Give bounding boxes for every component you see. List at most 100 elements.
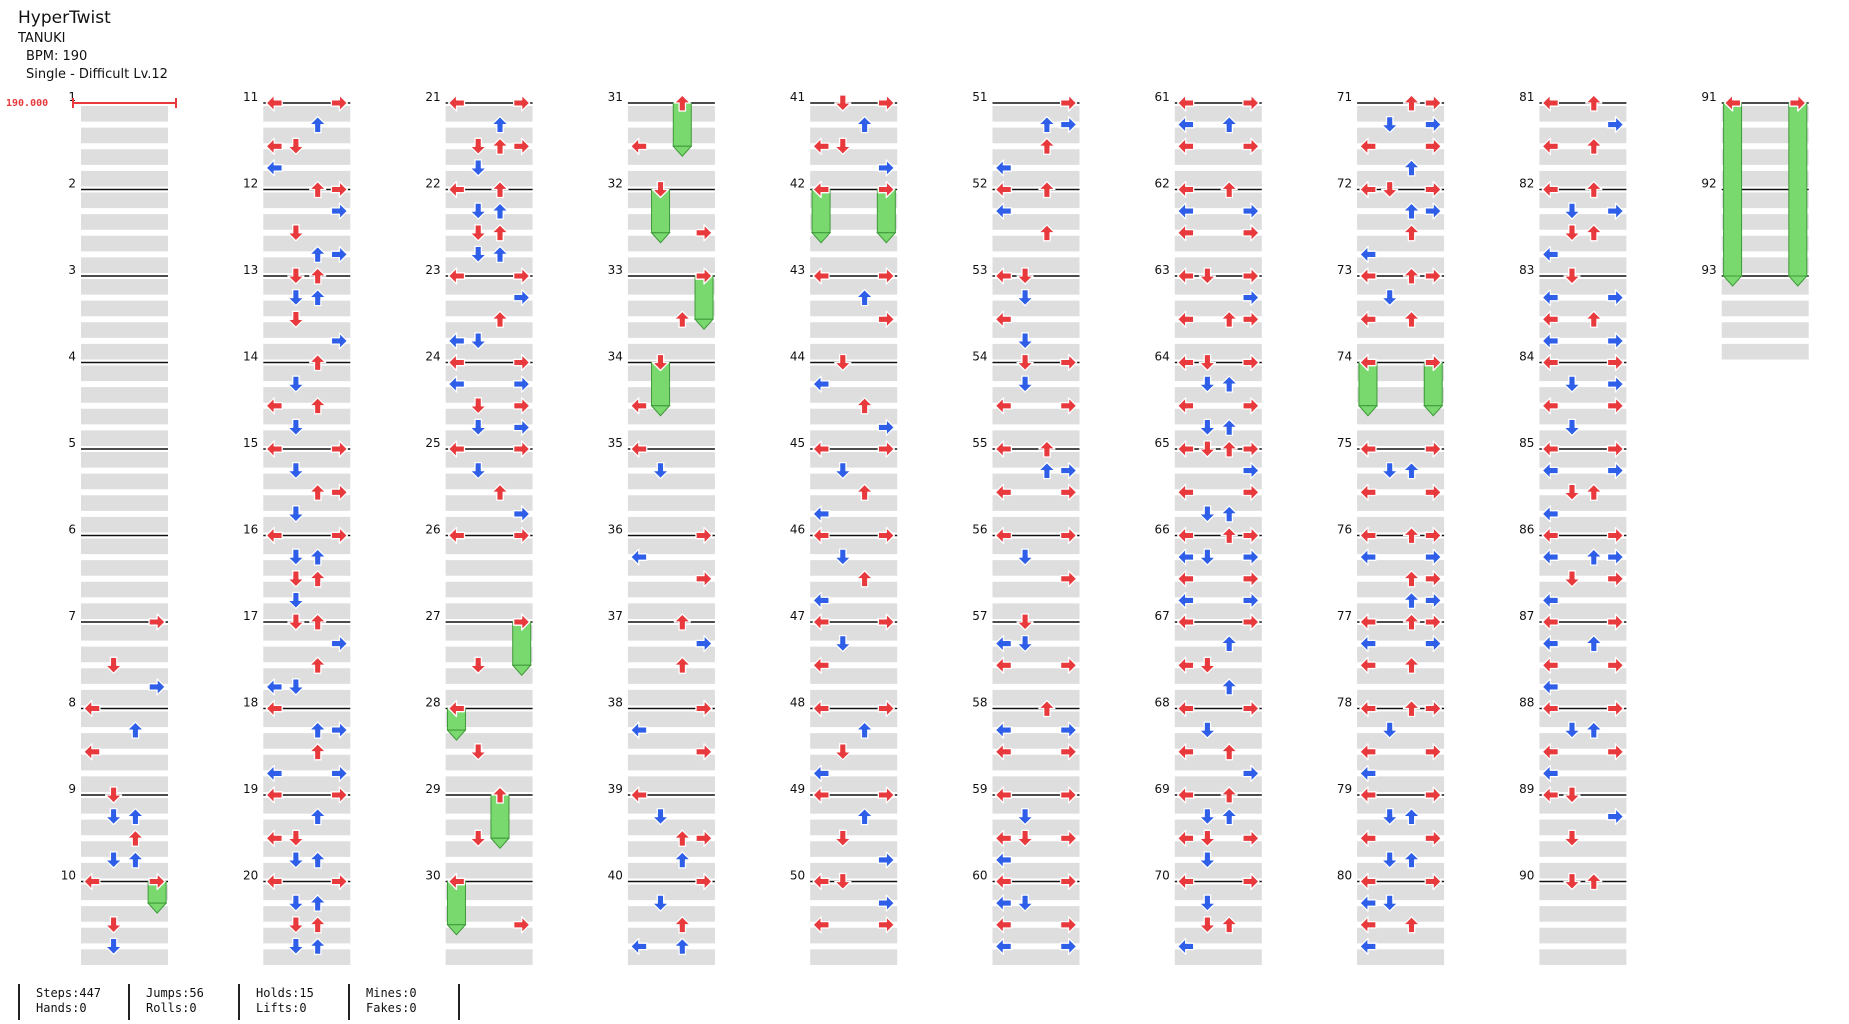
up-arrow-note [491,224,509,242]
left-arrow-note [1359,786,1377,804]
left-arrow-note [812,764,830,783]
beat-band [810,538,898,555]
beat-band [445,214,533,230]
right-arrow-note [513,418,531,437]
right-arrow-note [513,288,531,307]
measure-number: 64 [1155,350,1170,364]
left-arrow-note [1359,483,1377,501]
up-arrow-note [1402,202,1421,220]
beat-band [1539,560,1627,576]
up-arrow-note [309,288,327,307]
down-arrow-note [287,505,305,523]
beat-band [810,300,898,317]
right-arrow-note [695,829,713,847]
beat-band [263,365,351,382]
beat-band [81,819,168,836]
beat-band [1174,862,1262,879]
beat-band [810,106,898,122]
down-arrow-note [1198,894,1217,912]
up-arrow-note [491,202,509,220]
beat-band [1357,538,1445,555]
right-arrow-note [877,440,895,458]
beat-band [992,214,1080,230]
beat-band [810,452,898,468]
up-arrow-note [309,851,327,869]
up-arrow-note [673,656,691,674]
beat-band [627,365,715,382]
right-arrow-note [877,894,895,912]
beat-band [81,495,168,511]
down-arrow-note [104,916,123,934]
down-arrow-note [469,202,487,220]
beat-band [81,473,168,490]
beat-band [627,668,715,684]
right-arrow-note [695,224,713,242]
down-arrow-note [287,310,305,328]
right-arrow-note [1789,94,1807,112]
measure-number: 68 [1155,696,1170,710]
down-arrow-note [104,656,123,674]
down-arrow-note [1198,916,1217,934]
right-arrow-note [330,332,349,350]
beat-band [1539,430,1627,446]
left-arrow-note [812,872,830,891]
beat-band [263,235,351,252]
up-arrow-note [309,548,327,566]
right-arrow-note [330,94,349,112]
beat-band [81,581,168,598]
measure-number: 53 [972,263,987,277]
right-arrow-note [1424,743,1442,761]
beat-band [1357,949,1445,965]
down-arrow-note [469,656,487,674]
left-arrow-note [812,916,830,934]
up-arrow-note [1220,375,1238,393]
right-arrow-note [1059,353,1078,372]
stats-col-mines: Mines:0 Fakes:0 [348,984,458,1020]
left-arrow-note [1359,872,1377,891]
right-arrow-note [1606,526,1625,545]
down-arrow-note [1198,721,1217,739]
beat-band [1174,149,1262,165]
down-arrow-note [1016,288,1034,307]
beat-band [445,927,533,944]
measure-number: 39 [608,782,623,796]
left-arrow-note [1359,743,1377,761]
left-arrow-note [1359,699,1377,718]
beat-band [1174,192,1262,209]
beat-band [992,192,1080,209]
left-arrow-note [630,397,648,415]
left-arrow-note [812,440,830,458]
left-arrow-note [447,699,466,718]
up-arrow-note [309,180,327,199]
beat-band [992,927,1080,944]
beat-band [1539,949,1627,965]
down-arrow-note [1381,894,1399,912]
beat-band [1174,365,1262,382]
left-arrow-note [1359,137,1377,155]
left-arrow-note [1541,786,1559,804]
beat-band [263,106,351,122]
up-arrow-note [1220,807,1238,826]
left-arrow-note [265,159,283,177]
right-arrow-note [513,613,531,631]
left-arrow-note [1541,656,1559,674]
measure-number: 23 [425,263,440,277]
down-arrow-note [1016,375,1034,393]
right-arrow-note [1606,699,1625,718]
up-arrow-note [1038,440,1056,458]
beat-band [1539,516,1627,533]
up-arrow-note [309,353,327,372]
right-arrow-note [1059,570,1078,588]
beat-band [1357,495,1445,511]
hold-tail [147,902,168,914]
right-arrow-note [513,505,531,523]
up-arrow-note [309,115,327,134]
beat-band [445,862,533,879]
up-arrow-note [673,310,691,328]
beat-band [263,689,351,706]
beat-band [445,906,533,922]
beat-band [1174,560,1262,576]
beat-band [627,819,715,836]
left-arrow-note [1723,94,1742,112]
left-arrow-note [812,505,830,523]
